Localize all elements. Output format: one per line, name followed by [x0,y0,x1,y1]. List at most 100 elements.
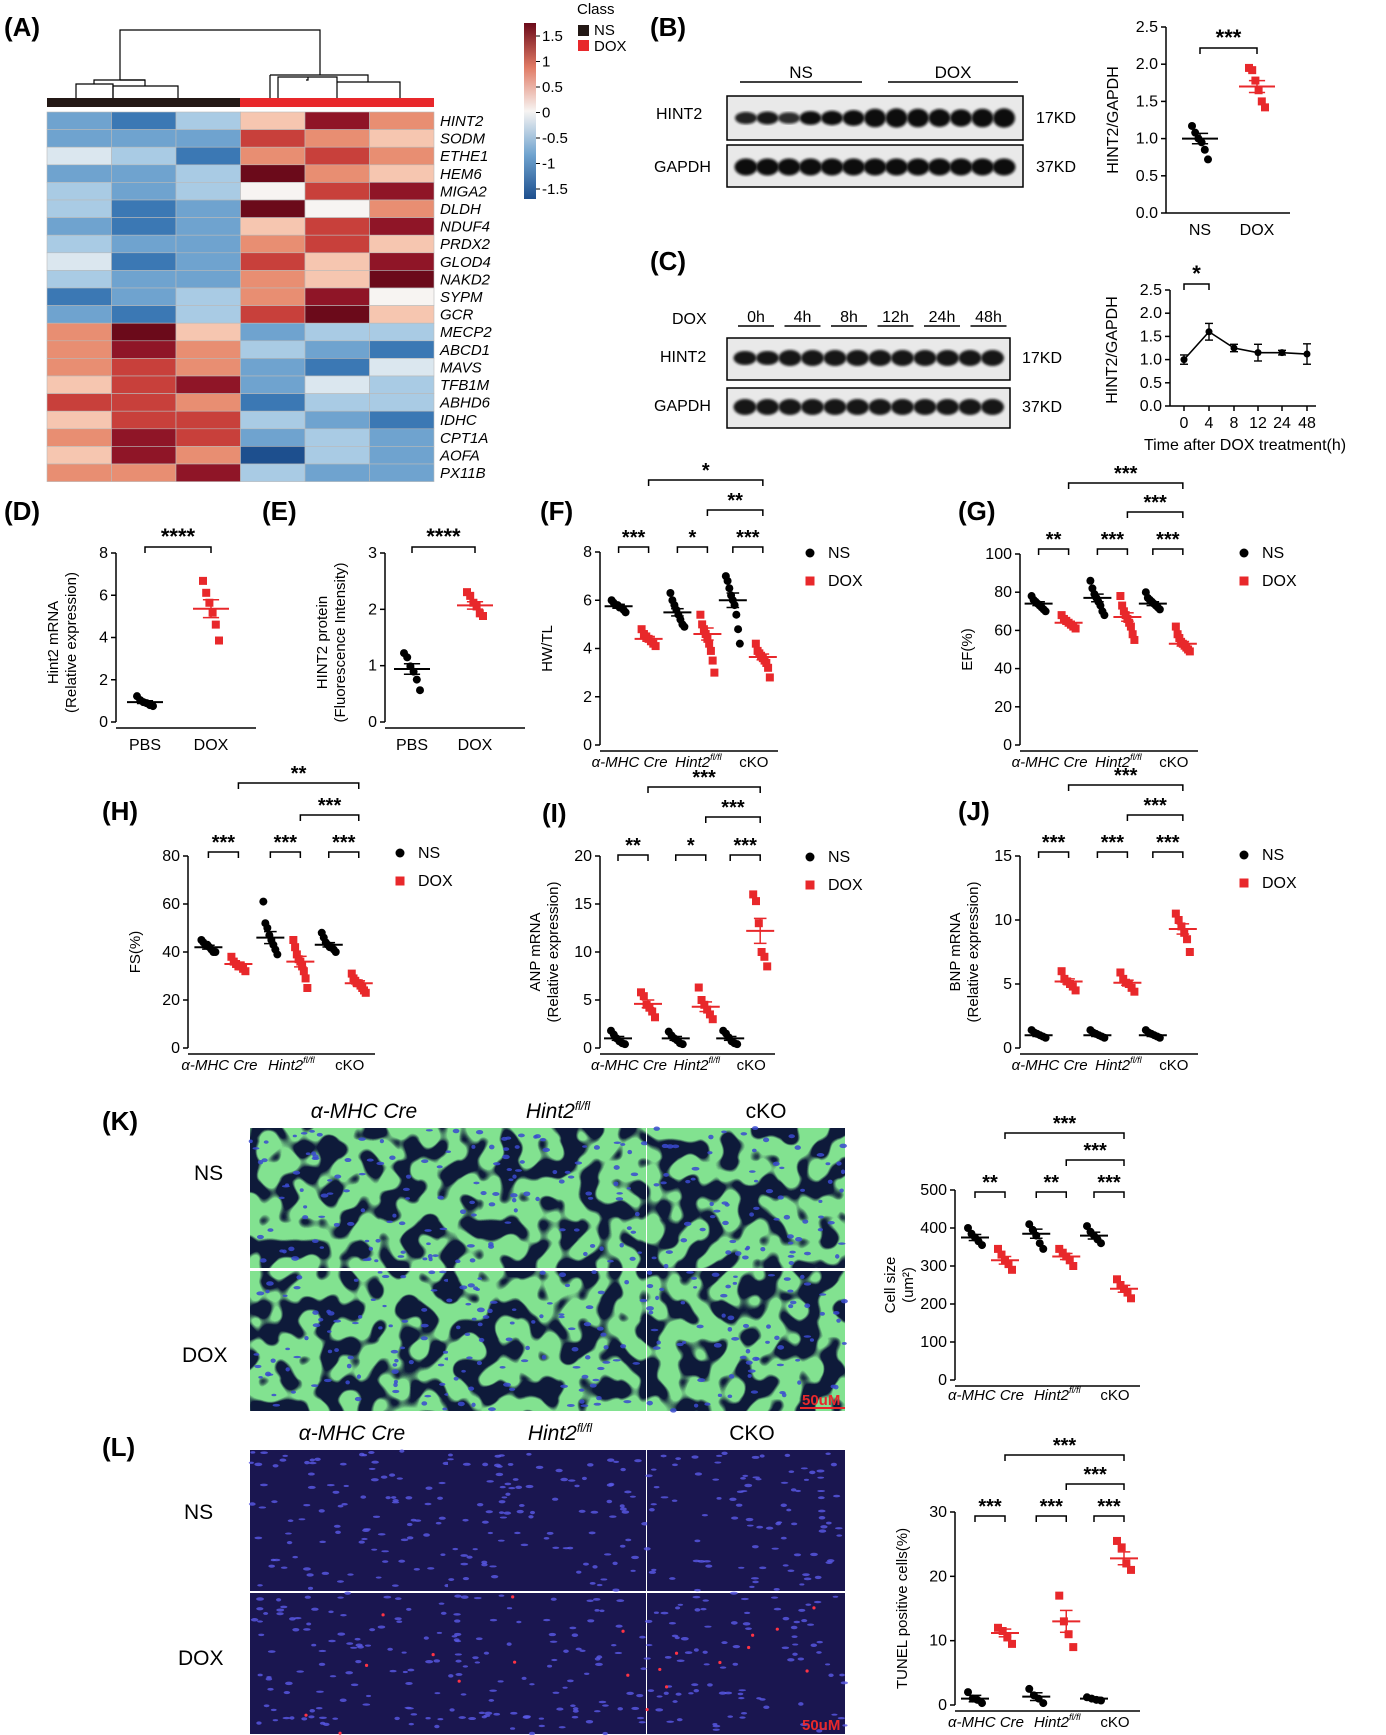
heatmap [46,111,435,482]
heatmap-cell [369,305,435,324]
gene-label: GCR [440,307,474,324]
data-point [1069,1643,1078,1652]
heatmap-cell [369,217,435,236]
sig-label: ** [982,1172,998,1194]
x-tick-label: cKO [1159,1057,1188,1074]
y-tick-label: 1 [368,658,377,675]
heatmap-cell [175,129,241,148]
data-point [479,612,487,620]
heatmap-cell [46,322,112,342]
sig-label: ** [727,490,743,512]
y-tick-label: 80 [162,848,180,865]
x-tick-label: 4 [1205,415,1214,432]
y-tick-label: 0 [171,1040,180,1057]
y-axis-label: HINT2/GAPDH [1104,296,1121,404]
blot-time-label: 4h [794,309,812,326]
data-point [698,620,707,629]
data-point [416,686,424,695]
heatmap-cell [175,111,241,130]
data-point [273,950,282,959]
legend-ns: NS [418,845,440,862]
blot-band [913,350,937,366]
panel-a: (A) HINT2SODMETHE1HEM6MIGA2DLDHNDUF4PRDX… [4,1,627,482]
data-point [1116,592,1125,601]
y-tick-label: 40 [162,944,180,961]
data-point [301,974,310,983]
blot-band [885,158,908,176]
heatmap-cell [240,322,306,342]
data-point [1025,1684,1034,1693]
x-tick-label: α-MHC Cre [1012,754,1088,771]
y-tick-label: 6 [583,592,592,609]
chart-k: 0 100 200 300 400 500 α-MHC Cre Hint2fl/fl cKO Ce… [882,1113,1140,1404]
colorbar-tick: 0.5 [542,79,563,96]
blot-band [735,111,757,125]
legend-ns: NS [1262,545,1284,562]
chart-b: 0.0 0.5 1.0 1.5 2.0 2.5 NS DOX HINT2/GAPDH *** [1105,19,1290,239]
heatmap-cell [240,111,306,130]
heatmap-cell [175,252,241,271]
x-tick-label: cKO [739,754,768,771]
blot-c-bands [733,350,1004,415]
data-point [1055,1591,1064,1600]
blot-b-kd-17: 17KD [1036,110,1076,127]
data-point [263,924,272,932]
data-point [997,1250,1006,1259]
colorbar [524,23,536,199]
data-point [1188,121,1196,130]
x-tick-label: DOX [1240,222,1275,239]
micrograph-l [647,1593,845,1734]
blot-band [992,158,1016,176]
sig-label: *** [1143,492,1167,514]
l-row-dox: DOX [178,1647,224,1670]
y-tick-label: 8 [583,544,592,561]
blot-band [891,350,914,366]
data-point [1126,622,1135,631]
y-axis-label: ANP mRNA [527,913,544,992]
data-point [472,602,481,611]
data-point [1100,611,1109,620]
sig-label: *** [1097,1172,1121,1194]
blot-group-dox: DOX [935,63,972,82]
heatmap-cell [175,463,241,482]
data-point [703,1005,712,1014]
data-point [1041,607,1050,616]
data-point [395,876,405,886]
x-tick-label: α-MHC Cre [591,1057,667,1074]
panel-label: (G) [958,496,996,526]
data-point [1097,1239,1105,1248]
sig-bracket [144,546,212,553]
data-point [331,948,340,956]
y-tick-label: 0.0 [1136,205,1158,222]
sig-label: * [702,460,710,482]
blot-band [993,108,1015,128]
legend-dox-swatch [578,40,589,51]
sig-bracket [647,479,764,486]
heatmap-cell [304,270,370,289]
chart-g: (G) 0 20 40 60 80 100 α-MHC Cre Hint2fl/fl cKO EF(… [958,463,1297,771]
heatmap-cell [240,305,306,324]
heatmap-cell [175,182,241,201]
sig-bracket [1183,283,1210,290]
heatmap-cell [46,393,112,412]
sig-label: *** [1101,529,1125,551]
blot-c-times: 0h 4h 8h 12h 24h 48h [738,309,1007,327]
blot-band [820,158,844,176]
heatmap-cell [304,199,370,218]
heatmap-cell [240,217,306,236]
sig-label: *** [1040,1496,1064,1518]
y-tick-label: 1.5 [1140,328,1162,345]
data-point [1185,647,1194,656]
blot-band [891,399,914,415]
x-tick-label: α-MHC Cre [948,1387,1024,1404]
blot-band [821,110,843,126]
heatmap-cell [369,270,435,289]
sig-bracket [617,854,649,861]
sig-bracket [705,816,761,823]
blot-band [778,112,800,124]
blot-time-label: 48h [975,309,1002,326]
sig-bracket [1065,1483,1125,1490]
panel-b-label: (B) [650,12,686,42]
heatmap-cell [369,287,435,306]
